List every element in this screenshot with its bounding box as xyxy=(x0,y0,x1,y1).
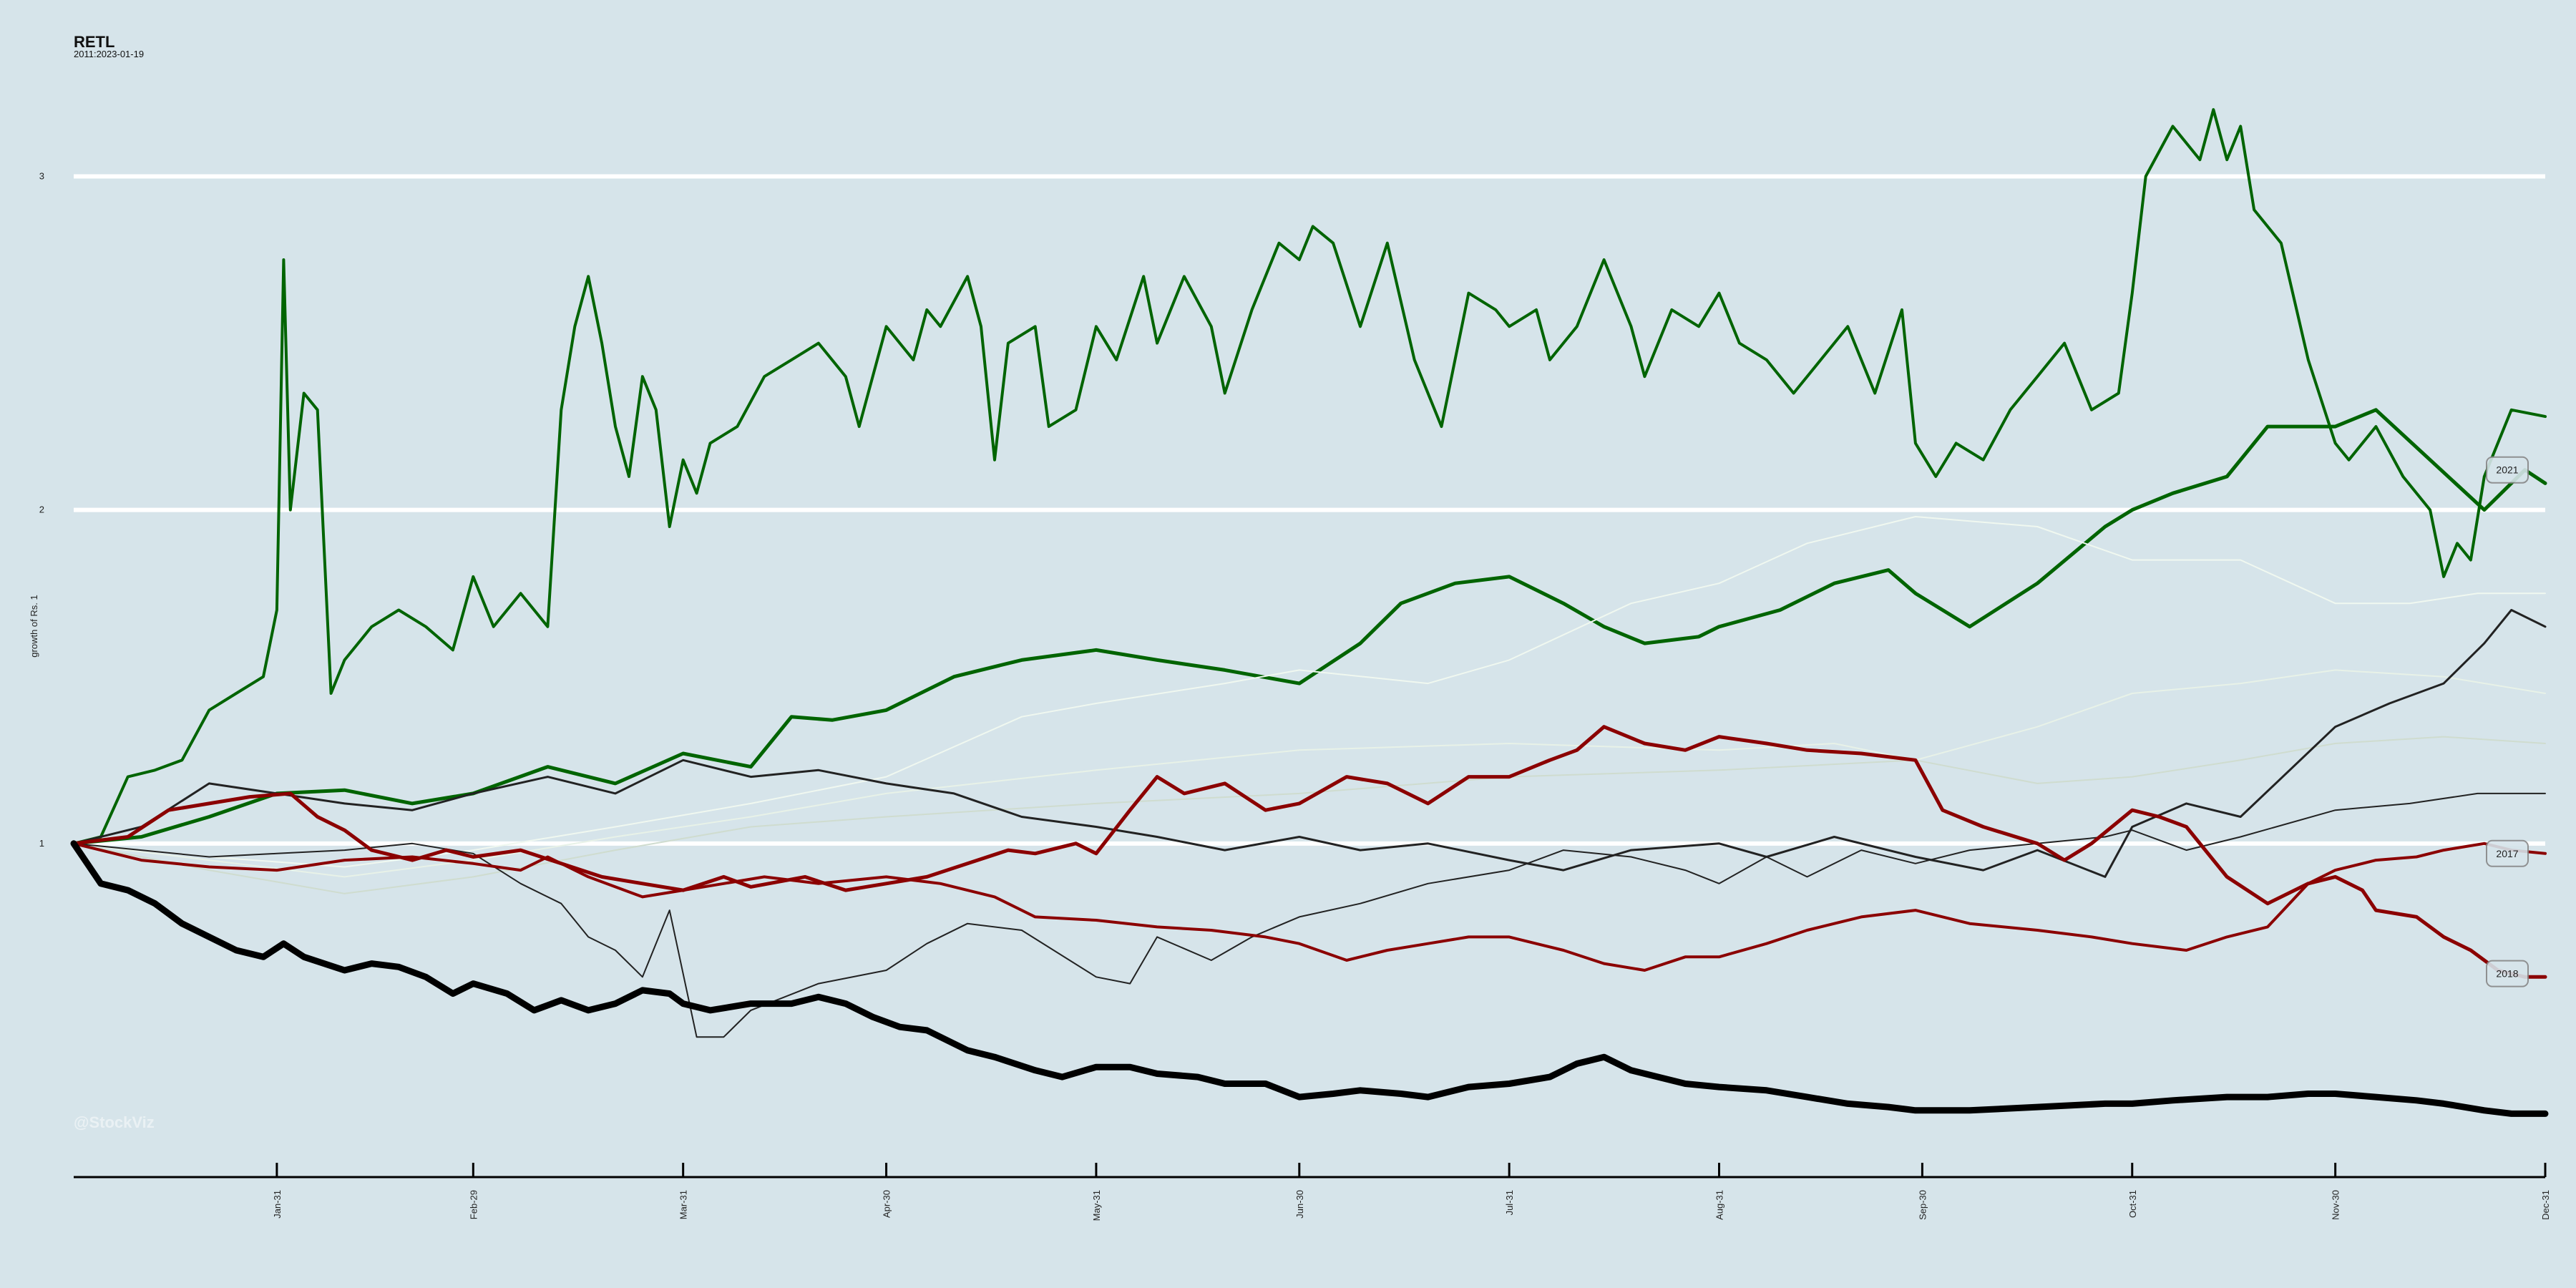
series-line xyxy=(73,792,2546,1038)
x-axis: Jan-31 Feb-29 Mar-31 Apr-30 May-31 Jun-30 Jul-… xyxy=(74,1163,2551,1221)
y-tick-label: 2 xyxy=(39,504,44,515)
series-line xyxy=(72,841,2547,972)
series-line xyxy=(72,408,2547,846)
series-end-label: 2018 xyxy=(2486,960,2529,987)
y-tick-label: 1 xyxy=(39,838,44,849)
x-tick-label: Sep-30 xyxy=(1917,1190,1928,1220)
x-tick-label: Dec-31 xyxy=(2540,1190,2551,1220)
series-end-label-text: 2018 xyxy=(2496,968,2518,980)
series-group xyxy=(70,108,2549,1117)
series-end-label: 2017 xyxy=(2486,839,2529,867)
y-tick-label: 3 xyxy=(39,170,44,181)
y-axis-ticks: 1 2 3 xyxy=(39,170,44,848)
series-line xyxy=(73,516,2546,868)
chart-subtitle: 2011:2023-01-19 xyxy=(74,49,144,59)
gridlines xyxy=(74,174,2545,846)
x-tick-label: Nov-30 xyxy=(2331,1190,2341,1220)
chart-title: RETL xyxy=(74,33,114,51)
x-tick-label: Jan-31 xyxy=(272,1190,283,1219)
series-end-label: 2021 xyxy=(2486,456,2529,484)
end-labels: 2021 2017 2018 xyxy=(2486,456,2529,987)
series-end-label-text: 2017 xyxy=(2496,848,2518,859)
x-tick-label: Feb-29 xyxy=(468,1190,479,1219)
y-axis-label: growth of Rs. 1 xyxy=(29,595,39,657)
series-line xyxy=(73,736,2546,894)
x-tick-label: Oct-31 xyxy=(2127,1190,2138,1218)
series-end-label-text: 2021 xyxy=(2496,464,2518,476)
series-line xyxy=(70,840,2549,1117)
x-tick-label: May-31 xyxy=(1091,1190,1102,1221)
x-tick-label: Jul-31 xyxy=(1504,1190,1515,1215)
x-tick-label: Apr-30 xyxy=(882,1190,892,1218)
series-line xyxy=(73,669,2546,878)
series-line xyxy=(72,108,2547,845)
x-tick-label: Aug-31 xyxy=(1714,1190,1725,1220)
series-line xyxy=(72,725,2547,979)
x-tick-label: Mar-31 xyxy=(678,1190,689,1219)
series-line xyxy=(72,609,2547,878)
watermark: @StockViz xyxy=(74,1113,155,1131)
x-tick-label: Jun-30 xyxy=(1294,1190,1305,1219)
